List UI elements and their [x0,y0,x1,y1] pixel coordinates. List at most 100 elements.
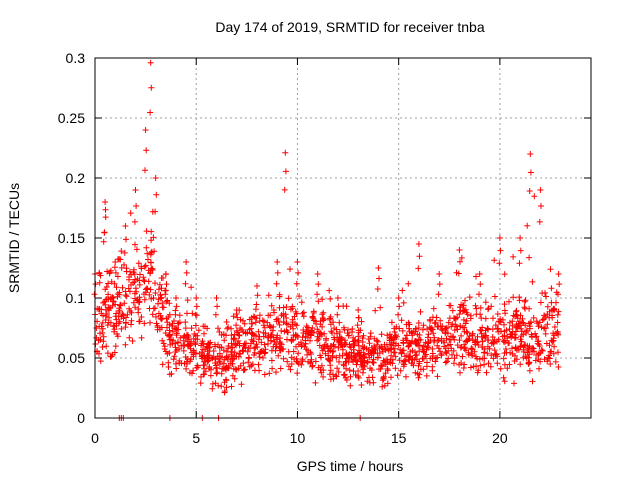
x-tick-label: 0 [91,430,99,446]
data-point [501,350,508,357]
data-point [440,337,447,344]
data-point [130,299,137,306]
data-point [141,320,148,327]
data-point [529,278,536,285]
data-point [472,302,479,309]
data-point [152,175,159,181]
data-point [448,345,455,352]
data-point [208,355,215,361]
data-point [140,277,147,284]
data-point [248,336,255,343]
x-tick-label: 5 [192,430,200,446]
data-point [430,330,437,337]
data-point [552,358,559,365]
data-point [114,273,121,280]
data-point [240,360,247,367]
data-point [96,306,103,313]
data-point [150,295,157,301]
data-point [463,337,470,344]
data-point [283,320,290,327]
data-point [327,367,334,374]
data-point [555,308,562,315]
data-point [330,348,337,354]
data-point [549,338,556,345]
data-point [99,319,106,326]
data-point [406,328,413,335]
data-point [98,323,105,330]
data-point [126,334,133,341]
data-point [158,316,165,323]
data-point [127,210,134,217]
data-point [464,311,471,318]
data-point [527,151,534,157]
data-point [415,265,422,272]
data-point [155,286,162,293]
data-point [497,247,504,254]
data-point [191,331,198,337]
data-point [292,331,299,338]
data-point [102,306,109,313]
data-point [143,228,150,235]
data-point [457,369,463,376]
data-point [246,316,253,323]
data-point [221,388,228,395]
data-point [501,321,507,328]
data-point [445,319,452,326]
data-point [381,358,388,365]
data-point [164,319,171,326]
data-point [173,295,179,301]
data-point [402,335,409,342]
data-point [360,332,367,339]
data-point [132,276,139,283]
data-point [208,366,214,373]
data-point [287,366,294,373]
data-point [479,355,486,362]
data-point [225,345,232,352]
data-point [387,346,394,353]
data-point [266,322,273,329]
data-point [436,271,443,277]
data-point [271,309,278,316]
data-point [459,353,466,360]
data-point [467,315,474,322]
data-point [555,291,561,298]
data-point [112,269,119,276]
data-point [159,337,166,344]
y-tick-label: 0.3 [66,50,86,66]
data-point [130,266,137,273]
data-point [438,326,445,333]
data-point [381,341,388,348]
data-point [391,345,398,352]
data-point [111,326,118,333]
data-point [190,351,197,358]
x-tick-label: 10 [290,430,306,446]
data-point [309,314,316,321]
data-point [424,343,431,350]
data-point [434,373,441,380]
data-point [479,338,486,345]
data-point [501,332,508,339]
data-point [379,363,386,370]
data-point [268,347,275,354]
data-point [350,358,357,365]
data-point [210,348,217,354]
data-point [312,358,319,365]
data-point [104,350,111,357]
data-point [322,350,329,357]
data-point [99,329,106,336]
data-point [209,380,216,387]
data-point [481,361,488,368]
data-point [116,318,123,325]
x-tick-label: 15 [391,430,407,446]
data-point [370,359,377,366]
data-point [183,359,190,365]
data-point [285,348,292,355]
data-point [307,360,314,367]
data-point [133,203,140,209]
data-point [102,296,109,303]
data-point [110,323,117,330]
data-point [360,345,367,352]
data-point [471,348,478,355]
data-point [374,350,381,357]
data-point [516,297,523,304]
